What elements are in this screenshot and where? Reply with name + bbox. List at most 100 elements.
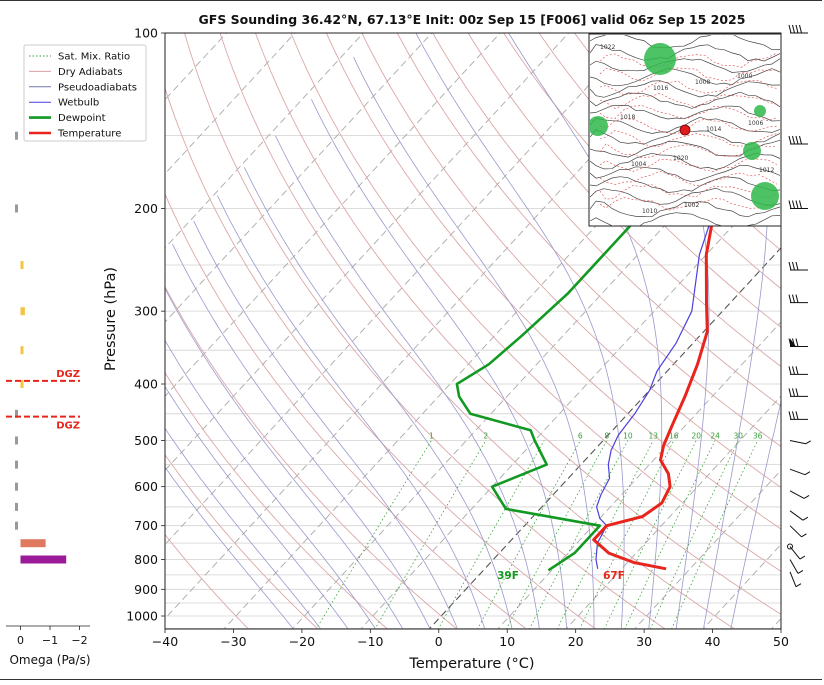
- mixing-ratio-label: 1: [429, 432, 434, 441]
- omega-bar: [15, 503, 18, 511]
- wind-barb-staff: [790, 511, 803, 520]
- wind-barb: [789, 339, 808, 347]
- x-tick-label: 50: [773, 634, 789, 649]
- sounding-location-marker: [680, 125, 690, 135]
- legend-label: Dewpoint: [58, 113, 106, 124]
- pseudoadiabat: [311, 99, 566, 628]
- legend-label: Dry Adiabats: [58, 67, 122, 78]
- omega-bars: [15, 132, 66, 564]
- wind-barb-feather: [796, 262, 798, 270]
- mixing-ratio-label: 20: [692, 432, 702, 441]
- pseudoadiabat: [153, 265, 402, 628]
- wind-barb: [789, 295, 808, 303]
- map-isobar-label: 1006: [748, 120, 763, 127]
- y-tick-label: 700: [134, 518, 158, 533]
- x-tick-label: 40: [705, 634, 721, 649]
- pseudoadiabat: [135, 285, 375, 629]
- wind-barb-feather: [796, 136, 798, 144]
- wind-barb-staff: [790, 572, 796, 587]
- wind-barb-feather: [800, 136, 802, 144]
- wind-barb: [790, 440, 811, 443]
- x-tick-label: −30: [220, 634, 246, 649]
- omega-bar: [15, 437, 18, 445]
- map-precip-area: [754, 105, 766, 117]
- wind-barb-staff: [790, 491, 804, 499]
- wind-barb-feather: [793, 25, 795, 33]
- dgz-label: DGZ: [56, 369, 80, 380]
- wind-barb-feather: [793, 295, 795, 303]
- wind-barb-feather: [793, 388, 795, 396]
- x-tick-label: −10: [357, 634, 383, 649]
- omega-bar: [15, 483, 18, 491]
- wind-barb-feather: [802, 534, 807, 537]
- wind-barb-feather: [805, 472, 810, 475]
- mixing-ratio-label: 13: [649, 432, 659, 441]
- wind-barb-feather: [796, 411, 798, 419]
- x-tick-label: 30: [636, 634, 652, 649]
- x-tick-label: 20: [568, 634, 584, 649]
- wind-barb-feather: [796, 201, 798, 209]
- legend-label: Wetbulb: [58, 98, 99, 109]
- omega-bar: [15, 522, 18, 530]
- wind-barb-feather: [789, 388, 791, 396]
- map-isobar-label: 1010: [642, 208, 657, 215]
- omega-bar: [21, 346, 24, 354]
- mixing-ratio-line: [472, 441, 581, 641]
- omega-bar: [21, 307, 25, 315]
- map-precip-area: [588, 116, 608, 136]
- y-tick-label: 500: [134, 433, 158, 448]
- wind-barb-feather: [789, 366, 791, 374]
- map-isobar-label: 1022: [600, 44, 615, 51]
- wind-barb-feather: [793, 136, 795, 144]
- wind-barb-staff: [790, 526, 802, 537]
- omega-tick-label: −1: [42, 634, 58, 647]
- wind-barb-feather: [789, 411, 791, 419]
- x-axis-label: Temperature (°C): [408, 656, 534, 672]
- wind-barb-feather: [806, 441, 811, 444]
- wind-barb-feather: [796, 388, 798, 396]
- pseudoadiabat: [354, 57, 595, 628]
- map-isobar-label: 1000: [737, 73, 752, 80]
- omega-bar: [15, 205, 18, 213]
- mixing-ratio-line: [645, 441, 738, 641]
- x-tick-label: −40: [152, 634, 178, 649]
- map-precip-area: [743, 142, 761, 160]
- wind-barb: [790, 560, 803, 574]
- omega-tick-label: 0: [17, 634, 24, 647]
- wind-barb-feather: [789, 262, 791, 270]
- wind-barb-feather: [793, 366, 795, 374]
- mixing-ratio-label: 30: [734, 432, 744, 441]
- y-axis-label: Pressure (hPa): [103, 267, 119, 371]
- mixing-ratio-label: 36: [753, 432, 763, 441]
- wind-barb-feather: [796, 366, 798, 374]
- wind-barb: [788, 544, 805, 559]
- wind-barb-feather: [796, 295, 798, 303]
- y-tick-label: 300: [134, 304, 158, 319]
- wind-barb: [789, 411, 808, 419]
- wind-barb-feather: [793, 411, 795, 419]
- mixing-ratio-label: 24: [710, 432, 720, 441]
- wind-barb-feather: [804, 495, 809, 498]
- dry-adiabat: [149, 33, 611, 640]
- wind-barb-feather: [789, 25, 791, 33]
- wind-barb: [790, 526, 807, 537]
- pseudoadiabat: [119, 303, 348, 629]
- surface-dewpoint-label: 39F: [497, 570, 519, 582]
- map-isobar-label: 1014: [706, 126, 721, 133]
- mixing-ratio-label: 8: [604, 432, 609, 441]
- map-isobar-label: 1020: [673, 155, 688, 162]
- wind-barb-feather: [796, 339, 798, 347]
- y-tick-label: 100: [134, 26, 158, 41]
- omega-ticks: 0−1−2: [17, 626, 88, 647]
- wind-barb-feather: [793, 262, 795, 270]
- wind-barb: [789, 25, 808, 33]
- wind-barb: [789, 262, 808, 270]
- wind-barb-feather: [800, 556, 805, 559]
- pseudoadiabat: [217, 196, 484, 629]
